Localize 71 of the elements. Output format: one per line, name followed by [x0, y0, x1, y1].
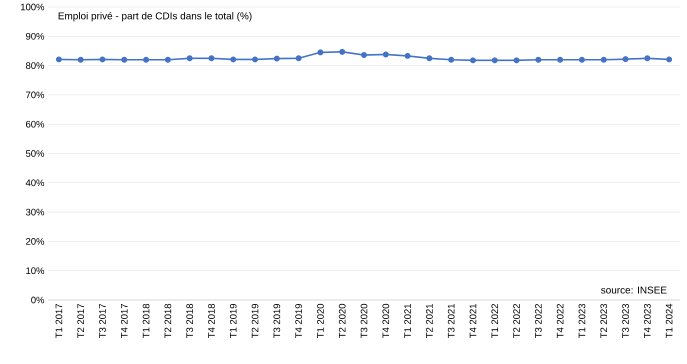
point	[622, 56, 629, 62]
point	[296, 55, 302, 62]
x-tick-label: T1 2023	[578, 304, 586, 338]
x-tick-label: T1 2022	[491, 304, 498, 338]
point	[404, 52, 411, 59]
point	[317, 49, 324, 56]
y-tick-label: 70%	[26, 92, 44, 98]
point	[100, 56, 106, 62]
chart-title: Emploi privé - part de CDIs dans le total (%)	[58, 12, 252, 22]
x-tick-label: T4 2018	[208, 304, 215, 338]
y-tick-label: 40%	[26, 179, 44, 186]
point	[56, 56, 62, 62]
x-tick-label: T3 2023	[622, 304, 629, 338]
point	[600, 56, 607, 63]
point	[578, 56, 585, 63]
x-tick-label: T4 2023	[644, 304, 651, 338]
x-tick-label: T4 2017	[120, 304, 128, 338]
x-tick-label: T3 2019	[273, 304, 280, 338]
point	[143, 56, 150, 63]
x-tick-label: T2 2021	[426, 304, 433, 338]
point	[78, 56, 84, 63]
point	[339, 48, 346, 55]
x-tick-label: T3 2017	[99, 304, 106, 338]
x-tick-label: T1 2021	[404, 304, 411, 338]
point	[382, 51, 389, 58]
annotation: source: INSEE	[601, 286, 667, 294]
point	[230, 56, 236, 62]
x-tick-label: T1 2017	[56, 304, 62, 338]
x-tick-label: T3 2021	[448, 304, 455, 338]
point	[492, 57, 498, 64]
point	[557, 56, 564, 63]
point	[644, 55, 650, 62]
x-tick-label: T1 2024	[666, 304, 672, 338]
x-tick-label: T4 2021	[470, 304, 476, 338]
point	[514, 57, 520, 64]
y-tick-label: 90%	[26, 32, 44, 40]
point	[252, 56, 258, 62]
y-tick-label: 10%	[26, 267, 44, 274]
x-tick-label: T3 2022	[535, 304, 542, 338]
y-tick-label: 30%	[26, 208, 44, 216]
x-tick-label: T2 2019	[252, 304, 258, 338]
point	[164, 56, 171, 63]
point	[426, 55, 432, 62]
point	[448, 56, 454, 63]
x-tick-label: T3 2020	[360, 304, 368, 338]
y-tick-label: 60%	[26, 120, 44, 128]
point	[361, 52, 367, 58]
y-tick-label: 100%	[20, 4, 44, 10]
x-tick-label: T2 2018	[164, 304, 172, 338]
x-tick-label: T4 2020	[382, 304, 390, 338]
point	[186, 55, 193, 62]
x-tick-label: T4 2022	[556, 304, 564, 338]
point	[666, 56, 672, 62]
point	[535, 56, 542, 63]
x-tick-label: T1 2019	[230, 304, 237, 338]
y-tick-label: 20%	[26, 238, 44, 245]
point	[121, 56, 128, 63]
y-tick-label: 0%	[31, 296, 44, 304]
x-tick-label: T2 2017	[77, 304, 84, 338]
y-tick-label: 50%	[26, 150, 44, 157]
point	[208, 55, 214, 62]
x-tick-label: T1 2018	[142, 304, 150, 338]
point	[274, 56, 280, 62]
x-tick-label: T3 2018	[186, 304, 194, 338]
x-tick-label: T2 2023	[600, 304, 608, 338]
x-tick-label: T2 2020	[338, 304, 346, 338]
x-tick-label: T4 2019	[295, 304, 302, 338]
x-tick-label: T2 2022	[513, 304, 520, 338]
y-tick-label: 80%	[26, 62, 44, 69]
x-tick-label: T1 2020	[317, 304, 324, 338]
point	[470, 57, 476, 64]
